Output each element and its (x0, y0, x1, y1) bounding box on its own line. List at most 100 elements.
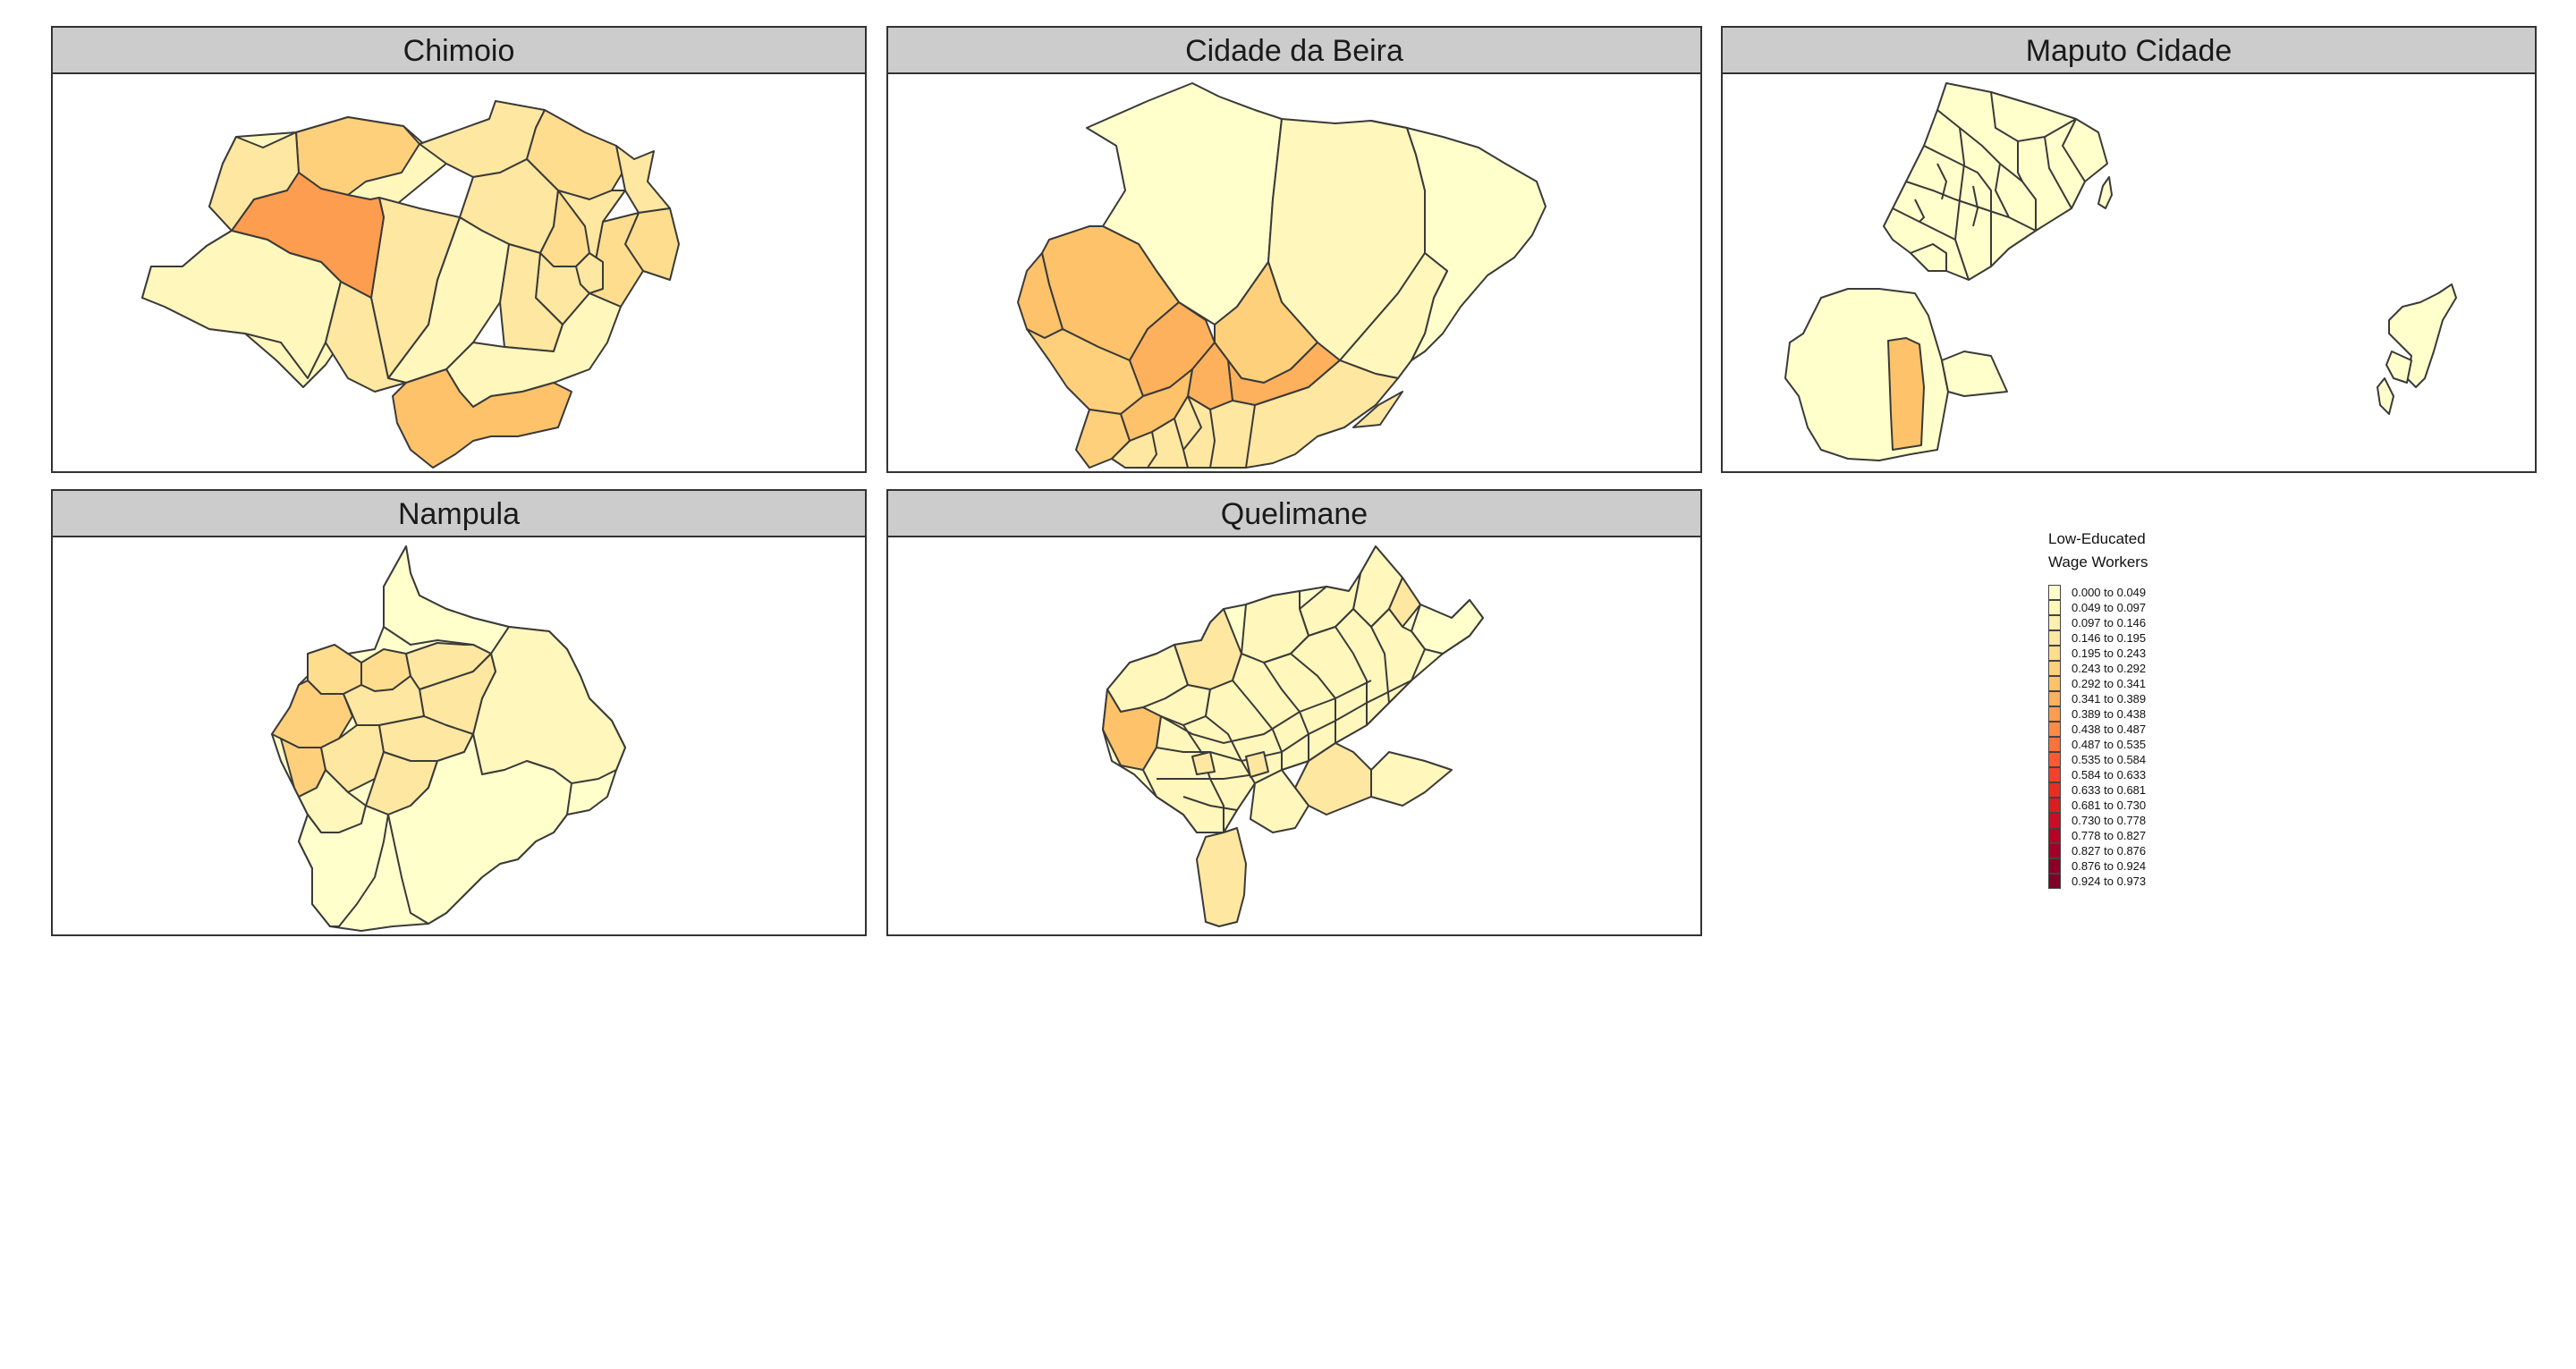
facet-panel-chimoio: Chimoio (51, 26, 867, 473)
legend-item: 0.146 to 0.195 (2048, 630, 2263, 646)
legend-item: 0.487 to 0.535 (2048, 737, 2263, 752)
legend-swatch (2048, 828, 2061, 843)
legend-swatch (2048, 706, 2061, 722)
nampula-map (53, 537, 865, 934)
legend-item: 0.730 to 0.778 (2048, 813, 2263, 828)
district-polygon (141, 230, 342, 379)
legend-swatch (2048, 843, 2061, 858)
legend-swatch (2048, 782, 2061, 798)
legend-swatch (2048, 661, 2061, 676)
legend-item: 0.535 to 0.584 (2048, 752, 2263, 767)
legend-title-line-2: Wage Workers (2048, 554, 2148, 570)
legend-item: 0.584 to 0.633 (2048, 767, 2263, 782)
chimoio-map (53, 74, 865, 471)
coast-spit (1352, 391, 1403, 428)
district-polygon (1784, 288, 1949, 461)
legend-label: 0.389 to 0.438 (2072, 707, 2147, 721)
legend-label: 0.584 to 0.633 (2072, 768, 2147, 782)
district-polygon (1370, 120, 1546, 361)
legend-item: 0.097 to 0.146 (2048, 615, 2263, 630)
district-boundary (1923, 145, 1992, 266)
maputo-cidade-map (1723, 74, 2535, 471)
district-polygon (1196, 827, 1247, 927)
district-boundary (1905, 181, 2037, 232)
facet-panel-cidade-da-beira: Cidade da Beira (886, 26, 1702, 473)
legend-item: 0.924 to 0.973 (2048, 874, 2263, 889)
district-polygon (1339, 252, 1448, 379)
district-boundary (1370, 626, 1390, 704)
legend-swatch (2048, 737, 2061, 752)
legend-item: 0.292 to 0.341 (2048, 676, 2263, 691)
legend-label: 0.924 to 0.973 (2072, 875, 2147, 888)
legend-swatch (2048, 600, 2061, 615)
legend-label: 0.341 to 0.389 (2072, 692, 2147, 706)
legend-label: 0.243 to 0.292 (2072, 662, 2147, 675)
legend-label: 0.876 to 0.924 (2072, 859, 2147, 873)
district-boundary (2017, 141, 2023, 182)
legend-label: 0.487 to 0.535 (2072, 738, 2147, 751)
district-polygon (392, 368, 572, 469)
district-boundary (2044, 136, 2072, 209)
facet-panel-quelimane: Quelimane (886, 489, 1702, 936)
district-boundary (1914, 199, 1926, 223)
legend-label: 0.097 to 0.146 (2072, 616, 2147, 630)
facet-title: Quelimane (888, 491, 1700, 537)
legend-swatch (2048, 646, 2061, 661)
district-boundary (1205, 715, 1256, 784)
legend-swatch (2048, 722, 2061, 737)
district-polygon (1245, 751, 1269, 778)
district-boundary (1160, 680, 1372, 745)
legend-item: 0.876 to 0.924 (2048, 858, 2263, 874)
legend-item: 0.827 to 0.876 (2048, 843, 2263, 858)
district-polygon (1111, 359, 1399, 469)
district-boundary (1994, 163, 2010, 218)
district-polygon (1191, 751, 1216, 775)
legend-label: 0.049 to 0.097 (2072, 601, 2147, 614)
facet-title: Chimoio (53, 28, 865, 74)
district-boundary (1892, 207, 1970, 281)
district-boundary (1936, 163, 1948, 200)
legend-item: 0.341 to 0.389 (2048, 691, 2263, 706)
legend-swatch (2048, 676, 2061, 691)
district-polygon (539, 190, 590, 267)
legend-label: 0.778 to 0.827 (2072, 829, 2147, 842)
island-polygon (2377, 377, 2394, 415)
facet-panel-maputo-cidade: Maputo Cidade (1721, 26, 2537, 473)
district-boundary (1954, 127, 1966, 241)
legend-swatch (2048, 767, 2061, 782)
legend-label: 0.827 to 0.876 (2072, 844, 2147, 858)
district-polygon (575, 252, 604, 294)
district-boundary (1972, 185, 1979, 227)
legend-swatch (2048, 798, 2061, 813)
facet-title: Nampula (53, 491, 865, 537)
facet-panel-nampula: Nampula (51, 489, 867, 936)
legend-swatch (2048, 615, 2061, 630)
legend-label: 0.000 to 0.049 (2072, 586, 2147, 599)
legend-item: 0.243 to 0.292 (2048, 661, 2263, 676)
district-boundary (1209, 409, 1216, 469)
cidade-da-beira-map (888, 74, 1700, 471)
legend-item: 0.000 to 0.049 (2048, 585, 2263, 600)
district-boundary (1182, 796, 1238, 811)
district-polygon (1887, 337, 1925, 451)
district-boundary (1156, 680, 1412, 763)
district-boundary (1157, 773, 1256, 780)
legend-swatch (2048, 585, 2061, 600)
facet-title: Maputo Cidade (1723, 28, 2535, 74)
district-boundary (1182, 395, 1203, 451)
legend-swatch (2048, 813, 2061, 828)
district-boundary (1910, 242, 1947, 271)
map-legend: Low-Educated Wage Workers 0.000 to 0.049… (2048, 528, 2263, 889)
district-polygon (325, 281, 407, 393)
legend-label: 0.195 to 0.243 (2072, 646, 2147, 660)
legend-item: 0.438 to 0.487 (2048, 722, 2263, 737)
district-boundary (1147, 431, 1158, 469)
district-polygon (1941, 351, 2008, 397)
island-polygon (2385, 351, 2412, 384)
legend-swatch (2048, 691, 2061, 706)
island-polygon (2388, 283, 2457, 388)
legend-swatch (2048, 752, 2061, 767)
legend-item: 0.049 to 0.097 (2048, 600, 2263, 615)
legend-swatch (2048, 874, 2061, 889)
facet-title: Cidade da Beira (888, 28, 1700, 74)
